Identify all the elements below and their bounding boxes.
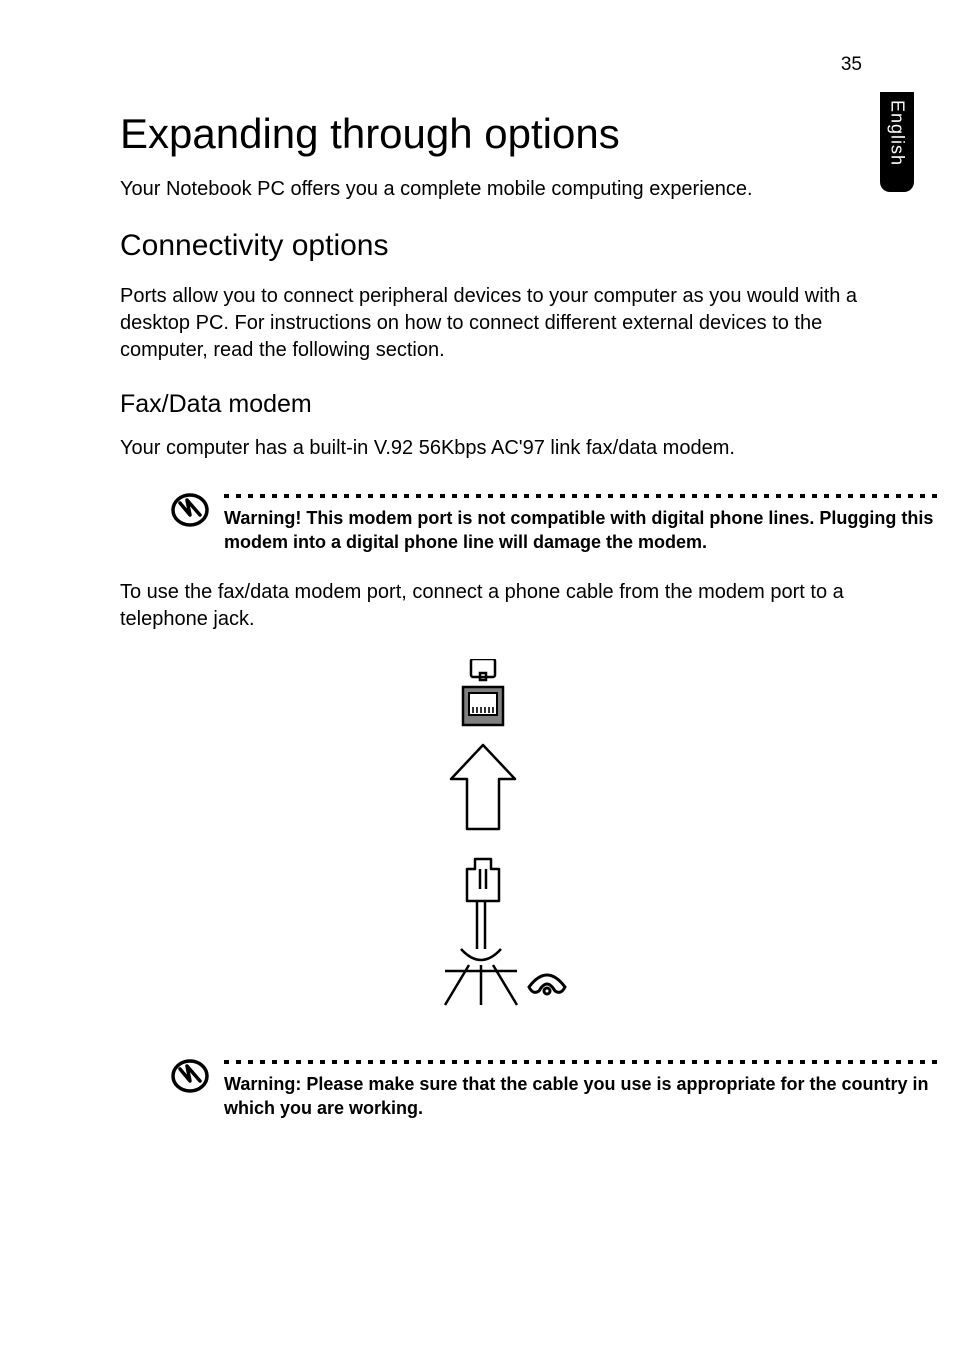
- dotted-divider: [224, 1054, 944, 1064]
- section-connectivity-title: Connectivity options: [120, 229, 862, 263]
- language-tab: English: [880, 92, 914, 192]
- warning-callout-1: Warning! This modem port is not compatib…: [170, 488, 862, 555]
- warning-icon: [170, 490, 210, 535]
- page-title: Expanding through options: [120, 110, 862, 158]
- warning-2-text: Warning: Please make sure that the cable…: [224, 1072, 944, 1121]
- dotted-divider: [224, 488, 944, 498]
- section-modem-title: Fax/Data modem: [120, 390, 862, 419]
- modem-figure: [120, 659, 862, 1024]
- intro-text: Your Notebook PC offers you a complete m…: [120, 176, 862, 203]
- modem-intro-text: Your computer has a built-in V.92 56Kbps…: [120, 435, 862, 462]
- warning-1-text: Warning! This modem port is not compatib…: [224, 506, 944, 555]
- section-connectivity-text: Ports allow you to connect peripheral de…: [120, 283, 862, 364]
- page: 35 English Expanding through options You…: [0, 0, 954, 1369]
- warning-icon: [170, 1056, 210, 1101]
- page-number: 35: [841, 54, 862, 76]
- modem-usage-text: To use the fax/data modem port, connect …: [120, 579, 862, 633]
- language-tab-label: English: [887, 100, 908, 166]
- warning-callout-2: Warning: Please make sure that the cable…: [170, 1054, 862, 1121]
- warning-callout-2-body: Warning: Please make sure that the cable…: [224, 1054, 944, 1121]
- warning-callout-1-body: Warning! This modem port is not compatib…: [224, 488, 944, 555]
